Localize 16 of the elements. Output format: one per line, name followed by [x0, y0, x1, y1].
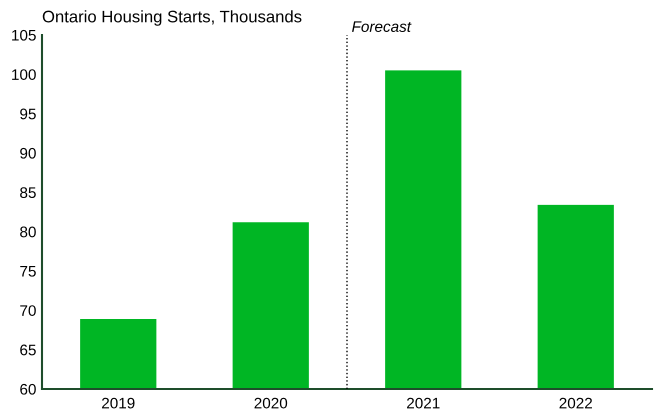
text: Forecast — [352, 21, 412, 32]
y-tick-label: 100 — [12, 69, 36, 80]
y-tick-label: 60 — [20, 384, 36, 395]
y-tick-label: 85 — [20, 187, 36, 198]
y-tick-label: 65 — [20, 344, 36, 356]
y-tick-label: 80 — [20, 226, 36, 238]
y-tick-label: 90 — [20, 148, 36, 159]
x-tick-label: 2022 — [560, 398, 592, 409]
y-tick-label: 75 — [20, 266, 36, 277]
y-tick-label: 105 — [12, 30, 36, 41]
x-tick-label: 2021 — [407, 398, 440, 409]
y-tick-label: 70 — [20, 305, 36, 316]
chart-title: Ontario Housing Starts, Thousands — [42, 10, 302, 26]
x-tick-label: 2019 — [102, 398, 135, 409]
y-tick-label: 95 — [20, 108, 36, 120]
x-tick-label: 2020 — [254, 398, 288, 409]
